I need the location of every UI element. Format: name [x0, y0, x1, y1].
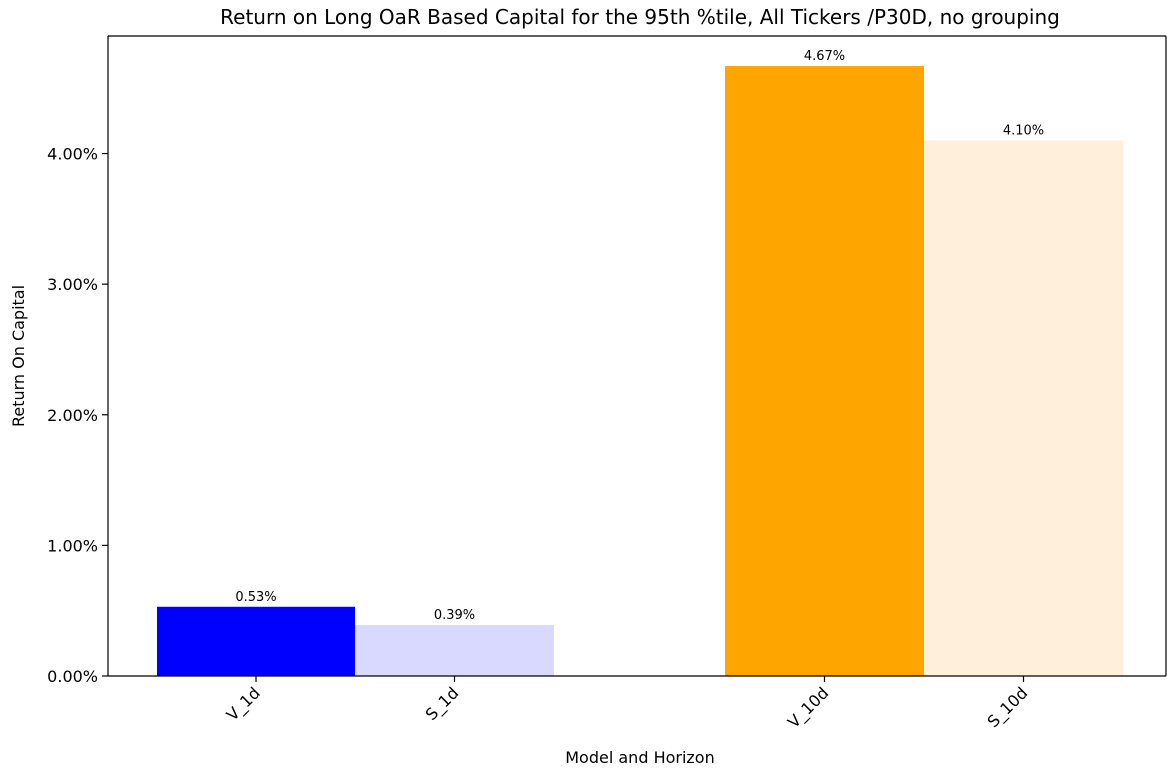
- x-tick-label: S_10d: [983, 683, 1032, 732]
- bar-s-10d: [924, 140, 1123, 676]
- bar-v-10d: [725, 66, 924, 676]
- y-tick-label: 2.00%: [47, 406, 98, 425]
- bar-v-1d: [157, 606, 355, 676]
- x-tick-label: V_10d: [784, 683, 833, 732]
- bar-value-label: 4.67%: [804, 49, 845, 64]
- bar-s-1d: [355, 625, 554, 676]
- y-axis-label: Return On Capital: [9, 285, 28, 427]
- bar-value-label: 0.39%: [434, 608, 475, 623]
- y-tick-label: 0.00%: [47, 667, 98, 686]
- y-tick-label: 3.00%: [47, 275, 98, 294]
- x-axis-label: Model and Horizon: [565, 748, 714, 767]
- x-tick-label: V_1d: [223, 683, 265, 725]
- bar-value-label: 0.53%: [235, 590, 276, 605]
- y-tick-label: 4.00%: [47, 145, 98, 164]
- plot-area: 0.53% 0.39% 4.67% 4.10% 0.00% 1.00% 2.00% 3.00%…: [47, 35, 1167, 733]
- y-tick-label: 1.00%: [47, 536, 98, 555]
- bar-value-label: 4.10%: [1003, 123, 1044, 138]
- x-tick-label: S_1d: [422, 683, 463, 724]
- chart-title: Return on Long OaR Based Capital for the…: [220, 5, 1060, 29]
